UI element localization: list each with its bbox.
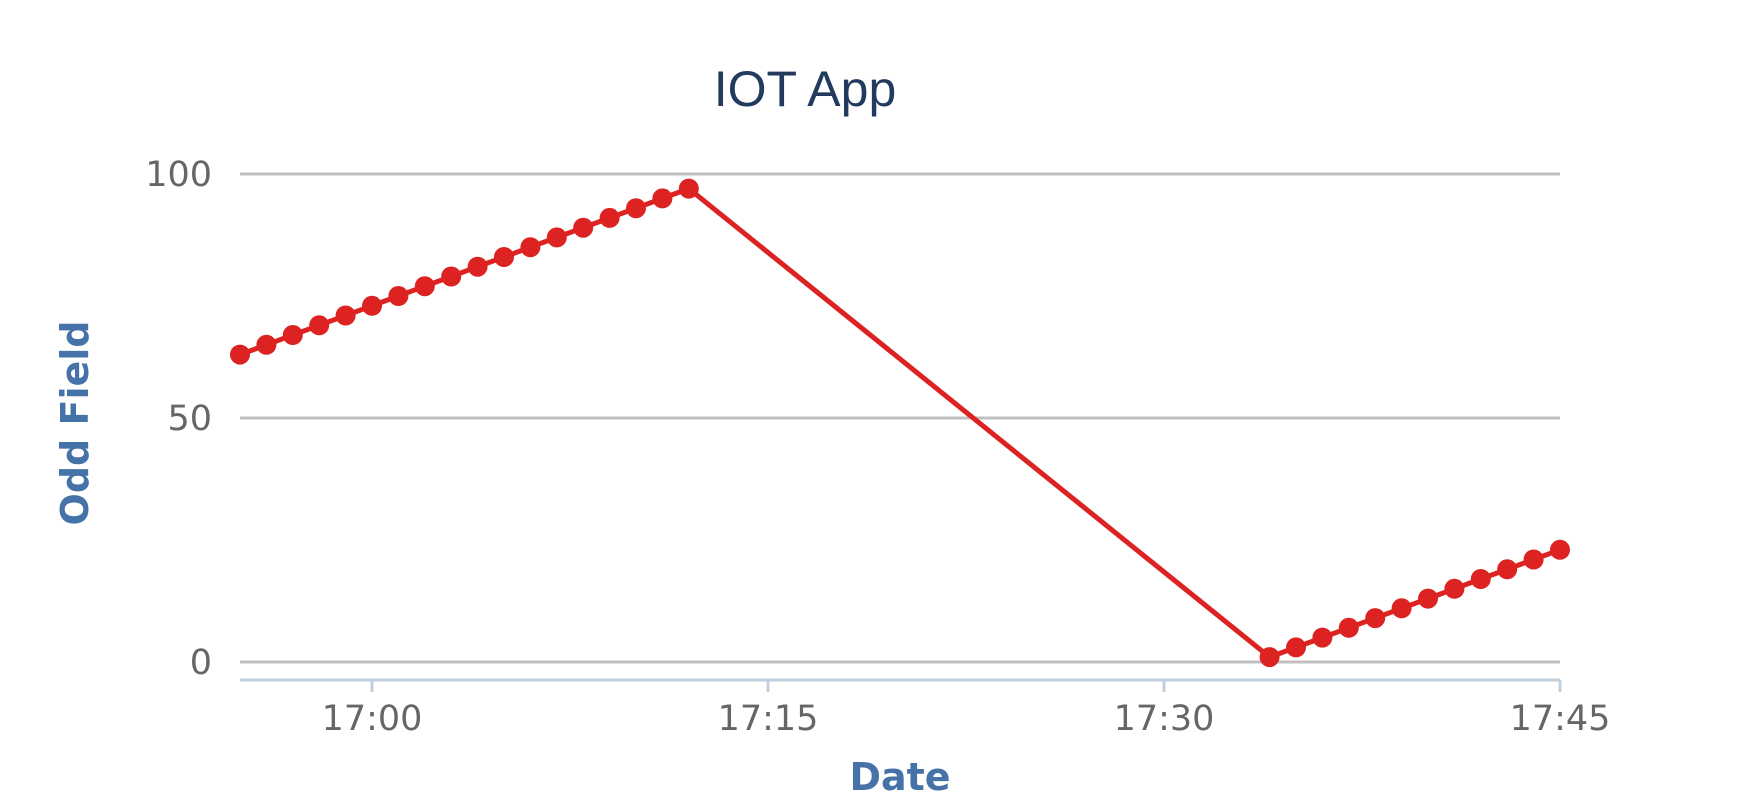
data-point [1312, 627, 1333, 648]
data-point [678, 178, 699, 199]
data-point [1550, 539, 1570, 560]
data-point [626, 198, 646, 219]
data-point [1444, 578, 1465, 599]
x-tick-label: 17:00 [322, 699, 423, 739]
data-point [1523, 549, 1544, 570]
data-point [573, 217, 594, 238]
data-point [335, 305, 356, 326]
y-tick-label: 100 [145, 155, 212, 195]
y-axis: 0 50 100 [145, 155, 212, 683]
data-point [1470, 569, 1491, 589]
data-point [1286, 637, 1306, 658]
data-point [282, 325, 303, 345]
series-line [239, 186, 1561, 660]
series-group [230, 178, 1570, 668]
data-point [1338, 617, 1359, 638]
data-point [1365, 608, 1386, 629]
x-tick-label: 17:45 [1510, 699, 1611, 739]
data-point [256, 334, 277, 355]
data-point [494, 247, 514, 267]
data-point [520, 237, 541, 258]
data-point [1418, 588, 1438, 609]
data-point [230, 344, 250, 365]
y-tick-label: 0 [190, 643, 212, 683]
data-point [309, 315, 330, 336]
x-tick-label: 17:15 [718, 699, 819, 739]
y-axis-title: Odd Field [53, 321, 97, 526]
x-axis-title: Date [849, 755, 950, 799]
data-point [546, 227, 567, 248]
data-point [652, 188, 673, 209]
y-tick-label: 50 [167, 399, 212, 439]
data-point [362, 295, 382, 316]
data-point [1497, 559, 1518, 580]
data-point [441, 266, 462, 287]
data-point [1391, 598, 1412, 619]
data-point [414, 276, 435, 297]
x-axis: 17:00 17:15 17:30 17:45 [322, 680, 1611, 739]
data-point [1259, 647, 1280, 668]
data-point [388, 286, 409, 306]
data-point [599, 207, 620, 228]
data-point [467, 256, 488, 277]
x-tick-label: 17:30 [1114, 699, 1215, 739]
chart-title: IOT App [714, 61, 897, 117]
grid [240, 172, 1560, 664]
